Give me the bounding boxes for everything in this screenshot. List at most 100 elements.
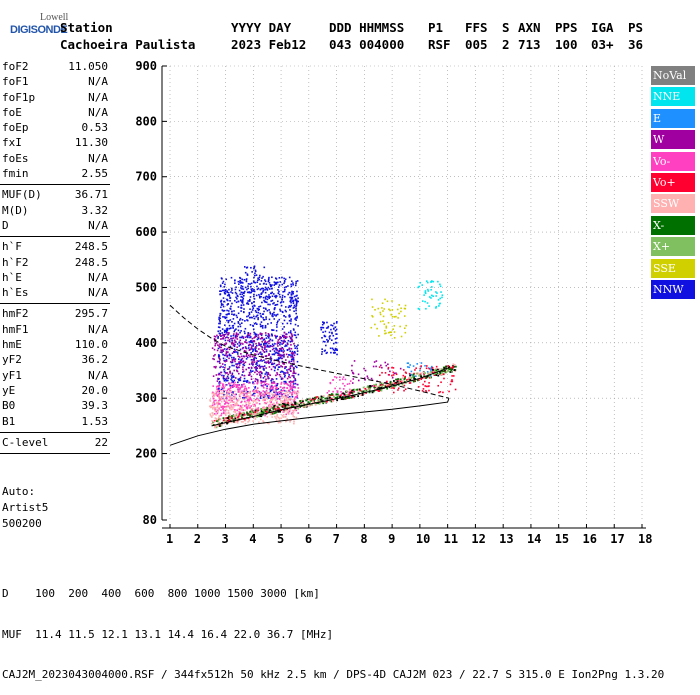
echo-point (264, 280, 267, 283)
echo-point (277, 292, 280, 295)
echo-point (214, 335, 217, 338)
echo-point (262, 307, 265, 309)
echo-point (250, 407, 252, 410)
echo-point (244, 409, 246, 411)
echo-point (292, 302, 295, 305)
echo-point (221, 396, 224, 399)
trace-point (368, 388, 371, 390)
echo-point (295, 345, 298, 348)
echo-point (259, 418, 262, 421)
echo-point (239, 406, 241, 409)
trace-point (249, 414, 252, 417)
echo-point (253, 317, 256, 320)
trace-point (234, 420, 237, 423)
echo-point (211, 392, 214, 395)
echo-point (288, 397, 291, 399)
echo-point (261, 380, 263, 383)
echo-point (419, 367, 422, 370)
trace-point (308, 404, 311, 407)
echo-point (440, 291, 442, 293)
echo-point (289, 330, 292, 332)
echo-point (230, 391, 233, 394)
echo-point (226, 309, 228, 312)
echo-point (379, 313, 382, 316)
echo-point (289, 376, 291, 379)
echo-point (421, 390, 424, 392)
echo-point (296, 360, 299, 363)
echo-point (275, 402, 278, 404)
echo-point (334, 347, 337, 350)
echo-point (246, 399, 249, 402)
echo-point (237, 300, 240, 303)
echo-point (268, 346, 271, 348)
echo-point (289, 383, 292, 386)
echo-point (254, 348, 257, 351)
trace-point (313, 399, 315, 402)
echo-point (263, 359, 265, 362)
echo-point (285, 345, 288, 347)
echo-point (262, 313, 265, 315)
trace-point (281, 405, 284, 408)
trace-point (279, 410, 281, 413)
echo-point (295, 307, 297, 310)
legend-item-sse: SSE (651, 258, 695, 278)
trace-point (374, 383, 377, 386)
trace-point (409, 378, 412, 381)
echo-point (253, 290, 256, 293)
echo-point (285, 310, 287, 313)
trace-point (385, 381, 388, 384)
echo-point (269, 296, 271, 298)
echo-point (265, 316, 267, 318)
echo-point (259, 351, 262, 354)
echo-point (226, 390, 229, 393)
echo-point (242, 391, 244, 394)
echo-point (272, 381, 275, 383)
echo-point (219, 312, 222, 315)
echo-point (268, 405, 271, 407)
echo-point (290, 301, 292, 304)
echo-point (243, 380, 246, 382)
trace-point (385, 380, 388, 383)
echo-point (226, 336, 228, 339)
echo-point (285, 399, 287, 401)
echo-point (282, 416, 285, 418)
echo-point (242, 363, 244, 366)
echo-point (295, 416, 298, 419)
echo-point (383, 308, 385, 310)
echo-point (276, 300, 279, 303)
echo-point (255, 344, 258, 347)
echo-point (253, 288, 255, 291)
echo-point (222, 408, 224, 410)
echo-point (292, 391, 294, 393)
echo-point (237, 381, 239, 384)
echo-point (242, 336, 245, 339)
echo-point (292, 415, 295, 417)
echo-point (266, 392, 268, 394)
echo-point (264, 381, 266, 384)
echo-point (291, 335, 293, 338)
echo-point (278, 284, 281, 286)
echo-point (275, 391, 277, 394)
echo-point (385, 364, 388, 367)
echo-point (249, 298, 251, 301)
echo-point (290, 296, 293, 299)
echo-point (210, 405, 213, 407)
echo-point (274, 283, 277, 285)
echo-point (424, 292, 427, 295)
echo-point (211, 416, 213, 418)
echo-point (229, 384, 232, 387)
echo-point (246, 379, 249, 382)
echo-point (292, 358, 295, 361)
echo-point (393, 316, 396, 318)
echo-point (265, 402, 267, 405)
echo-point (280, 389, 283, 391)
param-value: N/A (88, 75, 108, 89)
echo-point (385, 327, 388, 329)
echo-point (220, 346, 223, 349)
echo-point (273, 314, 276, 316)
echo-point (228, 395, 231, 397)
echo-point (226, 354, 229, 357)
echo-point (253, 298, 256, 300)
echo-point (277, 352, 280, 355)
echo-point (397, 387, 400, 390)
